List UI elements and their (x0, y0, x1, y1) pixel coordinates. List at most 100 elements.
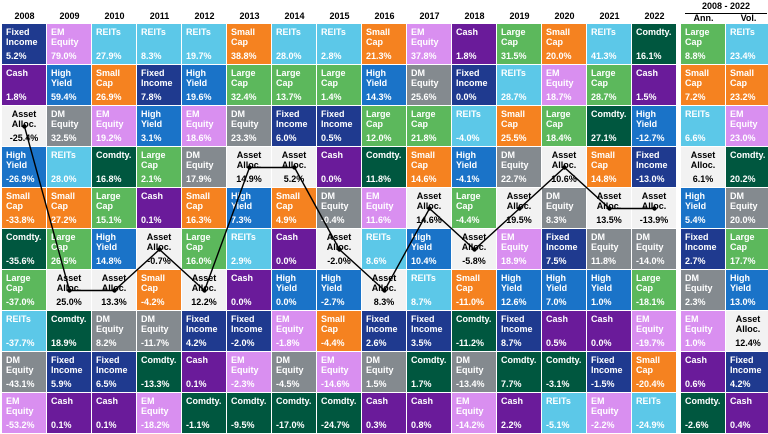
return-cell: Comdty. 7.7% (497, 352, 541, 392)
return-cell: High Yield 0.0% (272, 270, 316, 310)
return-cell: High Yield 12.6% (497, 270, 541, 310)
return-cell: Comdty. 20.2% (726, 147, 768, 187)
return-value: -13.4% (456, 379, 485, 389)
return-value: -25.4% (9, 133, 39, 143)
return-value: -13.9% (639, 215, 669, 225)
return-value: 1.5% (636, 92, 657, 102)
return-value: 11.6% (366, 215, 392, 225)
return-value: -35.6% (6, 256, 35, 266)
return-value: 16.1% (636, 51, 662, 61)
return-value: -13.0% (636, 174, 665, 184)
return-value: 22.7% (501, 174, 527, 184)
return-value: 7.2% (685, 92, 706, 102)
return-cell: Comdty. 16.1% (632, 24, 676, 64)
return-value: 6.0% (276, 133, 297, 143)
return-value: 2.6% (366, 338, 387, 348)
return-value: 1.0% (591, 297, 612, 307)
asset-class-label: DM Equity (276, 355, 304, 375)
asset-class-label: DM Equity (321, 191, 349, 211)
return-value: 37.8% (411, 51, 437, 61)
asset-class-label: Fixed Income (411, 314, 443, 334)
asset-class-label: Comdty. (276, 396, 312, 406)
asset-class-label: DM Equity (96, 314, 124, 334)
return-cell: Comdty. -13.3% (137, 352, 181, 392)
return-value: -18.2% (141, 420, 170, 430)
return-value: 13.5% (596, 215, 622, 225)
asset-class-label: Cash (685, 355, 708, 365)
return-cell: Small Cap -20.4% (632, 352, 676, 392)
return-cell: DM Equity -14.0% (632, 229, 676, 269)
asset-class-label: High Yield (321, 273, 343, 293)
return-cell: Cash 0.0% (587, 311, 631, 351)
asset-class-label: Comdty. (591, 109, 627, 119)
asset-class-label: Cash (591, 314, 614, 324)
asset-class-label: REITs (411, 273, 436, 283)
column-header: 2016 (374, 11, 395, 21)
asset-class-label: Large Cap (636, 273, 661, 293)
return-value: 14.8% (591, 174, 617, 184)
return-cell: DM Equity 17.9% (182, 147, 226, 187)
asset-class-label: Cash (730, 396, 753, 406)
return-cell: EM Equity 18.9% (497, 229, 541, 269)
asset-class-label: Small Cap (411, 150, 436, 170)
asset-class-label: Small Cap (96, 68, 121, 88)
return-value: -2.2% (591, 420, 615, 430)
return-cell: Fixed Income 7.5% (542, 229, 586, 269)
asset-class-label: REITs (51, 150, 76, 160)
return-value: 8.8% (685, 51, 706, 61)
asset-class-label: REITs (141, 27, 166, 37)
return-value: 13.0% (730, 297, 756, 307)
return-cell: Asset Alloc. 14.6% (407, 188, 451, 228)
return-cell: Small Cap 38.8% (227, 24, 271, 64)
return-cell: REITs 19.7% (182, 24, 226, 64)
return-cell: EM Equity 79.0% (47, 24, 91, 64)
return-cell: Large Cap 16.0% (182, 229, 226, 269)
column-header: 2014 (284, 11, 305, 21)
return-value: -53.2% (6, 420, 35, 430)
return-value: 15.1% (96, 215, 122, 225)
return-cell: Large Cap -4.4% (452, 188, 496, 228)
return-cell: EM Equity -18.2% (137, 393, 181, 433)
asset-class-label: Asset Alloc. (735, 314, 761, 334)
return-value: 31.5% (501, 51, 527, 61)
asset-class-label: Large Cap (96, 191, 121, 211)
return-value: 13.3% (101, 297, 127, 307)
asset-class-label: Fixed Income (186, 314, 218, 334)
return-value: 19.5% (506, 215, 532, 225)
return-cell: REITs 8.6% (362, 229, 406, 269)
return-value: -1.8% (276, 338, 300, 348)
return-value: -1.5% (591, 379, 615, 389)
return-cell: EM Equity -1.8% (272, 311, 316, 351)
return-cell: Cash 0.3% (362, 393, 406, 433)
return-cell: Large Cap 28.7% (587, 65, 631, 105)
return-value: 17.7% (730, 256, 756, 266)
asset-class-label: Fixed Income (276, 109, 308, 129)
return-value: 11.8% (366, 174, 392, 184)
return-value: 1.7% (411, 379, 432, 389)
return-cell: REITs 2.8% (317, 24, 361, 64)
asset-class-label: Cash (141, 191, 164, 201)
asset-class-label: DM Equity (231, 109, 259, 129)
asset-class-label: High Yield (96, 232, 118, 252)
return-value: 1.8% (456, 51, 477, 61)
return-cell: EM Equity 11.6% (362, 188, 406, 228)
asset-class-label: Comdty. (456, 314, 492, 324)
asset-class-label: Fixed Income (141, 68, 173, 88)
return-cell: High Yield 19.6% (182, 65, 226, 105)
return-cell: Cash 0.0% (272, 229, 316, 269)
return-value: 0.0% (591, 338, 612, 348)
return-value: 4.9% (276, 215, 297, 225)
asset-class-label: Fixed Income (366, 314, 398, 334)
return-cell: Fixed Income 0.5% (317, 106, 361, 146)
return-cell: High Yield 10.4% (407, 229, 451, 269)
return-cell: Large Cap 21.8% (407, 106, 451, 146)
return-value: 1.4% (321, 92, 342, 102)
return-value: -14.6% (321, 379, 350, 389)
asset-class-label: DM Equity (6, 355, 34, 375)
asset-class-label: REITs (636, 396, 661, 406)
asset-class-label: High Yield (141, 109, 163, 129)
return-cell: Small Cap -11.0% (452, 270, 496, 310)
return-value: 17.9% (186, 174, 212, 184)
return-cell: Large Cap 26.5% (47, 229, 91, 269)
return-cell: Cash 1.8% (452, 24, 496, 64)
